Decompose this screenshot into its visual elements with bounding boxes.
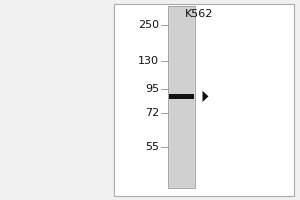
Text: 250: 250 — [138, 20, 159, 30]
Text: 130: 130 — [138, 56, 159, 66]
FancyBboxPatch shape — [169, 7, 194, 187]
Polygon shape — [202, 91, 208, 102]
Text: 95: 95 — [145, 84, 159, 94]
Text: 72: 72 — [145, 108, 159, 118]
Text: 55: 55 — [145, 142, 159, 152]
FancyBboxPatch shape — [168, 6, 195, 188]
FancyBboxPatch shape — [114, 4, 294, 196]
Text: K562: K562 — [185, 9, 214, 19]
FancyBboxPatch shape — [169, 94, 194, 99]
